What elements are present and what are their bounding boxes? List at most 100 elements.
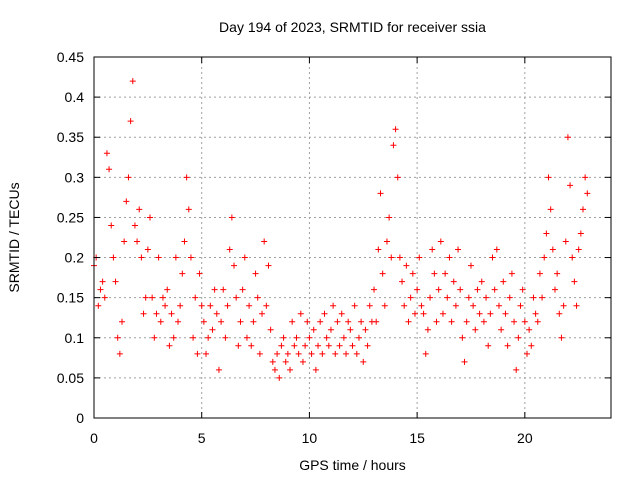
data-point — [396, 254, 403, 261]
data-point — [162, 302, 169, 309]
y-tick-label: 0.1 — [65, 330, 85, 346]
data-point — [205, 334, 212, 341]
data-point — [483, 294, 490, 301]
data-point — [567, 182, 574, 189]
data-point — [330, 302, 337, 309]
data-point — [209, 326, 216, 333]
data-point — [190, 334, 197, 341]
data-point — [487, 310, 494, 317]
data-point — [252, 270, 259, 277]
data-point — [573, 302, 580, 309]
data-point — [168, 310, 175, 317]
data-point — [327, 326, 334, 333]
data-point — [235, 342, 242, 349]
data-point — [424, 326, 431, 333]
data-point — [153, 310, 160, 317]
data-point — [508, 270, 515, 277]
data-point — [131, 222, 138, 229]
y-tick-label: 0.25 — [57, 209, 84, 225]
data-point — [138, 254, 145, 261]
data-point — [564, 134, 571, 141]
data-point — [556, 310, 563, 317]
data-point — [355, 334, 362, 341]
data-point — [282, 358, 289, 365]
x-tick-label: 5 — [198, 430, 206, 446]
data-point — [575, 246, 582, 253]
data-point — [243, 334, 250, 341]
data-point — [571, 278, 578, 285]
data-point — [517, 302, 524, 309]
data-point — [343, 350, 350, 357]
data-point — [539, 294, 546, 301]
data-point — [414, 286, 421, 293]
data-point — [157, 318, 164, 325]
data-point — [360, 358, 367, 365]
data-point — [246, 302, 253, 309]
data-point — [530, 294, 537, 301]
data-point — [127, 118, 134, 125]
data-point — [147, 214, 154, 221]
data-point — [470, 302, 477, 309]
data-point — [175, 318, 182, 325]
data-point — [293, 334, 300, 341]
data-point — [405, 318, 412, 325]
data-point — [551, 286, 558, 293]
data-point — [504, 342, 511, 349]
data-point — [203, 350, 210, 357]
data-point — [306, 334, 313, 341]
data-point — [312, 366, 319, 373]
data-point — [271, 366, 278, 373]
data-point — [375, 246, 382, 253]
data-point — [442, 270, 449, 277]
data-point — [151, 334, 158, 341]
data-point — [399, 278, 406, 285]
data-point — [541, 254, 548, 261]
data-point — [289, 318, 296, 325]
data-point — [536, 270, 543, 277]
data-point — [224, 302, 231, 309]
data-point — [280, 334, 287, 341]
data-point — [437, 238, 444, 245]
data-point — [411, 310, 418, 317]
data-point — [366, 302, 373, 309]
data-point — [521, 318, 528, 325]
data-point — [577, 230, 584, 237]
data-point — [474, 286, 481, 293]
data-point — [439, 310, 446, 317]
data-point — [108, 222, 115, 229]
x-tick-label: 10 — [302, 430, 318, 446]
data-point — [99, 278, 106, 285]
data-point — [383, 238, 390, 245]
data-point — [116, 350, 123, 357]
data-point — [336, 342, 343, 349]
data-point — [371, 286, 378, 293]
data-point — [386, 214, 393, 221]
data-point — [269, 358, 276, 365]
y-tick-label: 0.3 — [65, 169, 85, 185]
data-point — [155, 254, 162, 261]
data-point — [321, 310, 328, 317]
data-point — [549, 246, 556, 253]
data-point — [461, 358, 468, 365]
data-point — [485, 342, 492, 349]
data-point — [422, 350, 429, 357]
data-point — [433, 318, 440, 325]
data-point — [362, 326, 369, 333]
data-point — [121, 238, 128, 245]
data-point — [233, 294, 240, 301]
data-point — [97, 286, 104, 293]
y-tick-label: 0.15 — [57, 290, 84, 306]
data-point — [416, 254, 423, 261]
data-point — [274, 350, 281, 357]
data-point — [136, 206, 143, 213]
y-tick-label: 0.45 — [57, 49, 84, 65]
data-point — [394, 174, 401, 181]
data-point — [502, 310, 509, 317]
data-point — [291, 342, 298, 349]
data-point — [304, 318, 311, 325]
data-point — [495, 302, 502, 309]
data-point — [103, 150, 110, 157]
data-point — [403, 262, 410, 269]
data-point — [319, 350, 326, 357]
